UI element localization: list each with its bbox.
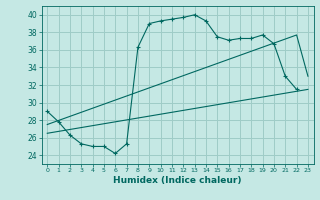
X-axis label: Humidex (Indice chaleur): Humidex (Indice chaleur): [113, 176, 242, 185]
